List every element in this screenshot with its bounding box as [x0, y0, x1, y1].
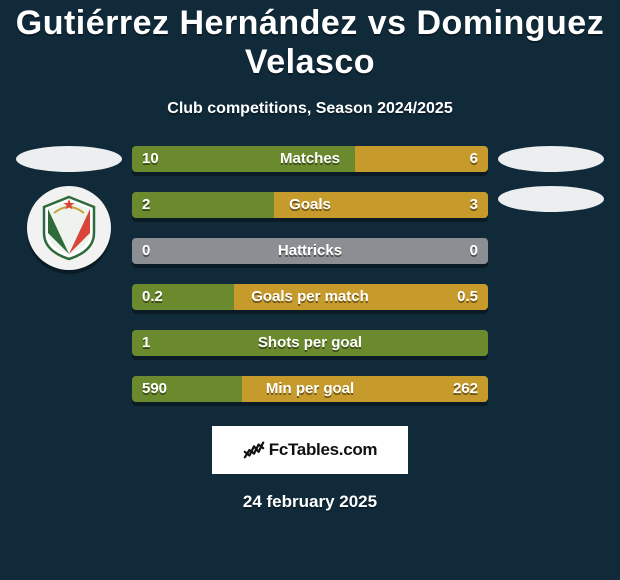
stat-row: 0.20.5Goals per match	[132, 284, 488, 310]
bar-split	[132, 376, 488, 402]
subtitle: Club competitions, Season 2024/2025	[0, 100, 620, 118]
source-label: FcTables.com	[269, 440, 378, 460]
stat-row: 1Shots per goal	[132, 330, 488, 356]
bar-fill-neutral	[132, 238, 488, 264]
bar-fill-left	[132, 376, 242, 402]
chart-icon	[243, 439, 265, 461]
player-avatar-placeholder	[498, 146, 604, 172]
stat-row: 590262Min per goal	[132, 376, 488, 402]
content-row: 106Matches 23Goals 00Hattricks 0.20.5Goals …	[0, 146, 620, 402]
stat-row: 106Matches	[132, 146, 488, 172]
bar-fill-left	[132, 284, 234, 310]
club-crest-icon	[34, 193, 104, 263]
page-title: Gutiérrez Hernández vs Dominguez Velasco	[0, 0, 620, 82]
bar-fill-right	[234, 284, 488, 310]
club-badge	[27, 186, 111, 270]
player-avatar-placeholder	[16, 146, 122, 172]
bar-fill-right	[274, 192, 488, 218]
right-player-column	[490, 146, 612, 402]
left-player-column	[8, 146, 130, 402]
date-label: 24 february 2025	[0, 492, 620, 512]
stat-row: 00Hattricks	[132, 238, 488, 264]
stat-row: 23Goals	[132, 192, 488, 218]
bar-split	[132, 192, 488, 218]
bar-fill-left	[132, 146, 355, 172]
bar-fill-right	[242, 376, 488, 402]
bar-split	[132, 146, 488, 172]
stats-bars: 106Matches 23Goals 00Hattricks 0.20.5Goals …	[130, 146, 490, 402]
player-avatar-placeholder	[498, 186, 604, 212]
source-logo: FcTables.com	[212, 426, 408, 474]
comparison-card: Gutiérrez Hernández vs Dominguez Velasco…	[0, 0, 620, 580]
bar-fill-left	[132, 330, 488, 356]
bar-fill-right	[355, 146, 489, 172]
bar-fill-left	[132, 192, 274, 218]
bar-split	[132, 284, 488, 310]
